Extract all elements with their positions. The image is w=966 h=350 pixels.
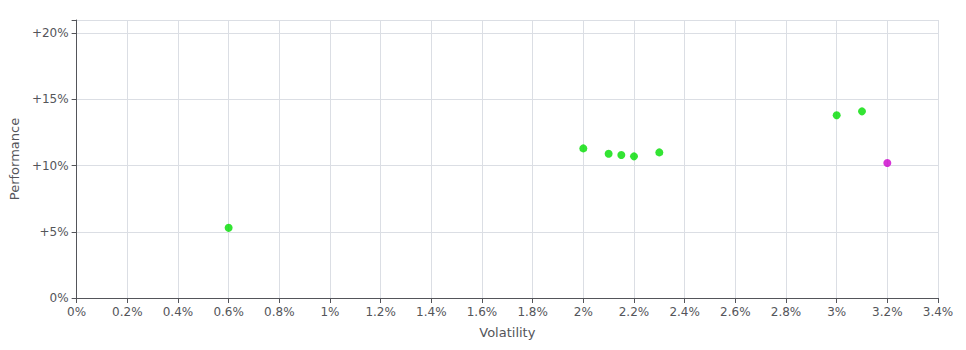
svg-text:2.2%: 2.2% bbox=[619, 305, 650, 319]
svg-text:2.8%: 2.8% bbox=[771, 305, 802, 319]
svg-text:3.2%: 3.2% bbox=[872, 305, 903, 319]
svg-text:0%: 0% bbox=[67, 305, 86, 319]
svg-text:+20%: +20% bbox=[32, 26, 69, 40]
svg-text:3.4%: 3.4% bbox=[923, 305, 954, 319]
svg-text:Volatility: Volatility bbox=[479, 325, 535, 340]
svg-text:+10%: +10% bbox=[32, 159, 69, 173]
svg-text:0.8%: 0.8% bbox=[264, 305, 295, 319]
svg-text:2.4%: 2.4% bbox=[669, 305, 700, 319]
svg-text:2.6%: 2.6% bbox=[720, 305, 751, 319]
svg-text:Performance: Performance bbox=[7, 118, 22, 200]
svg-text:2%: 2% bbox=[574, 305, 593, 319]
svg-text:1.4%: 1.4% bbox=[416, 305, 447, 319]
svg-text:3%: 3% bbox=[827, 305, 846, 319]
svg-text:1%: 1% bbox=[320, 305, 339, 319]
svg-text:0%: 0% bbox=[50, 291, 69, 305]
svg-text:+5%: +5% bbox=[40, 225, 69, 239]
svg-text:1.8%: 1.8% bbox=[517, 305, 548, 319]
svg-text:1.6%: 1.6% bbox=[467, 305, 498, 319]
svg-text:1.2%: 1.2% bbox=[365, 305, 396, 319]
svg-text:+15%: +15% bbox=[32, 92, 69, 106]
svg-text:0.4%: 0.4% bbox=[163, 305, 194, 319]
svg-text:0.2%: 0.2% bbox=[112, 305, 142, 319]
svg-text:0.6%: 0.6% bbox=[213, 305, 244, 319]
